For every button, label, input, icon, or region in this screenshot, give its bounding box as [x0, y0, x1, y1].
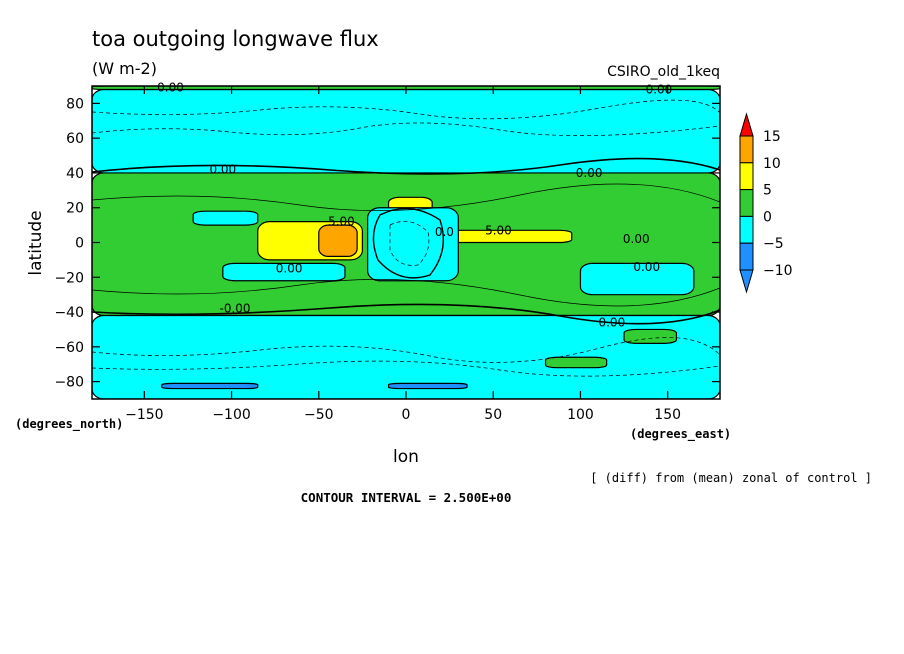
- colorbar-label: 5: [763, 183, 772, 199]
- colorbar-label: 0: [763, 209, 772, 225]
- colorbar-swatch: [739, 189, 754, 217]
- contour-lines: [92, 99, 720, 377]
- y-tick-label: 20: [66, 201, 84, 217]
- colorbar-label: 15: [763, 129, 781, 145]
- contour-label-1: 0.00: [646, 82, 673, 96]
- contour-region-14: [623, 328, 677, 344]
- colorbar-label: −10: [763, 263, 793, 279]
- contour-label-11: 0.00: [598, 315, 625, 329]
- contour-labels: 0.00 0.00 0.00 0.00 5.00 5.00 0.0 0.00 0.00 0.00 -…: [157, 81, 672, 330]
- contour-region-9: [318, 224, 358, 258]
- contour-label-9: 0.00: [633, 260, 660, 274]
- y-tick-label: −60: [54, 340, 84, 356]
- y-tick-label: −80: [54, 375, 84, 391]
- colorbar: 15 10 5 0 −5 −10: [739, 112, 793, 294]
- contour-region-13: [544, 356, 608, 369]
- contour-region-15: [161, 382, 259, 390]
- y-axis: 80 60 40 20 0 −20 −40 −60 −80: [54, 96, 720, 391]
- x-tick-label: 100: [567, 407, 594, 423]
- y-tick-label: 40: [66, 166, 84, 182]
- contour-label-6: 0.0: [435, 225, 454, 239]
- y-tick-label: −20: [54, 270, 84, 286]
- colorbar-swatch: [739, 215, 754, 244]
- x-axis-label: lon: [393, 447, 419, 467]
- contour-label-2: 0.00: [209, 162, 236, 176]
- filled-contour-regions: [92, 86, 720, 399]
- footnote: [ (diff) from (mean) zonal of control ]: [590, 471, 872, 485]
- contour-label-8: 0.00: [276, 262, 303, 276]
- contour-region-4: [222, 262, 346, 282]
- contour-interval: CONTOUR INTERVAL = 2.500E+00: [301, 490, 512, 505]
- colorbar-swatch: [739, 162, 754, 191]
- x-tick-label: −150: [125, 407, 163, 423]
- y-tick-label: −40: [54, 305, 84, 321]
- contour-label-10: -0.00: [220, 302, 251, 316]
- x-tick-label: 150: [654, 407, 681, 423]
- x-tick-label: −100: [212, 407, 250, 423]
- x-tick-label: 50: [484, 407, 502, 423]
- y-axis-label: latitude: [26, 210, 46, 275]
- colorbar-swatch-top: [739, 112, 754, 137]
- y-tick-label: 80: [66, 96, 84, 112]
- contour-label-3: 0.00: [576, 166, 603, 180]
- contour-region-16: [387, 382, 468, 390]
- y-tick-label: 60: [66, 131, 84, 147]
- x-axis: −150 −100 −50 0 50 100 150: [125, 86, 681, 423]
- contour-region-6: [192, 210, 259, 226]
- colorbar-label: 10: [763, 156, 781, 172]
- chart-title: toa outgoing longwave flux: [92, 27, 379, 51]
- contour-region-2: [92, 88, 720, 174]
- colorbar-swatch-bottom: [739, 269, 754, 294]
- contour-label-7: 0.00: [623, 232, 650, 246]
- x-tick-label: −50: [304, 407, 334, 423]
- colorbar-swatch: [739, 242, 754, 271]
- chart-units: (W m-2): [92, 59, 157, 78]
- x-tick-label: 0: [402, 407, 411, 423]
- colorbar-label: −5: [763, 236, 784, 252]
- contour-region-5: [579, 262, 695, 296]
- y-axis-units: (degrees_north): [15, 417, 123, 432]
- y-tick-label: 0: [75, 236, 84, 252]
- x-axis-units: (degrees_east): [630, 427, 731, 442]
- contour-label-0: 0.00: [157, 81, 184, 95]
- contour-label-4: 5.00: [328, 215, 355, 229]
- colorbar-swatch: [739, 135, 754, 164]
- contour-region-12: [367, 207, 459, 282]
- model-label: CSIRO_old_1keq: [607, 64, 720, 80]
- contour-label-5: 5.00: [485, 223, 512, 237]
